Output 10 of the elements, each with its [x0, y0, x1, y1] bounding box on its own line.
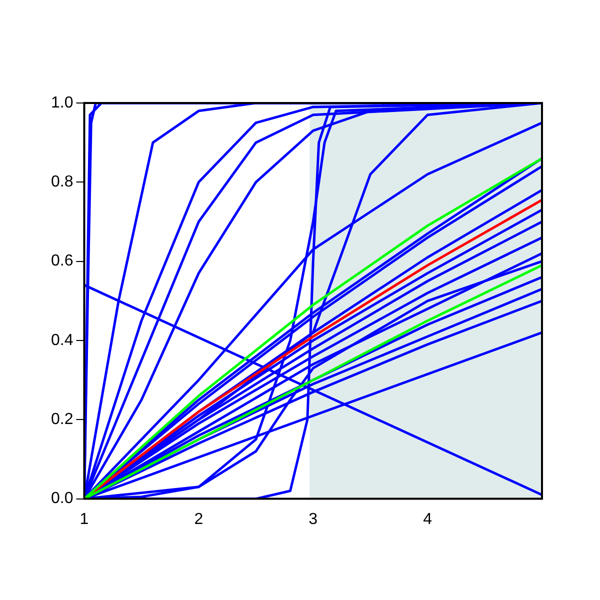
y-tick-label: 0.2: [50, 411, 74, 428]
y-tick-label: 0.6: [50, 252, 74, 270]
y-tick-label: 0.0: [50, 490, 74, 508]
x-tick-label: 3: [308, 510, 318, 528]
y-tick-label: 1.0: [50, 94, 74, 112]
x-tick-label: 1: [80, 510, 89, 528]
x-tick-label: 4: [423, 510, 432, 528]
x-tick-label: 2: [194, 510, 204, 528]
y-tick-label: 0.8: [50, 174, 74, 191]
y-tick-label: 0.4: [50, 332, 74, 349]
